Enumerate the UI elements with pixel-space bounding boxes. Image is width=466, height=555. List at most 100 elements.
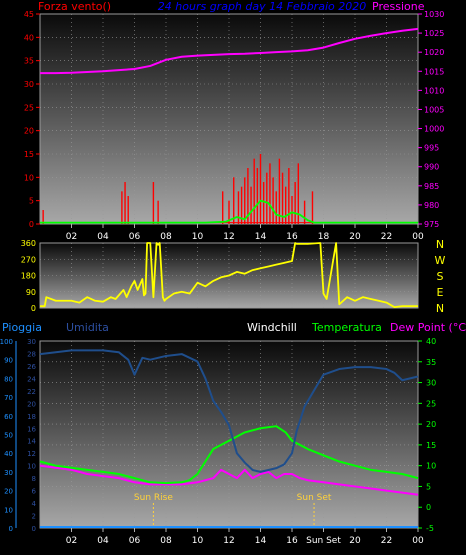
- compass-letter: E: [437, 286, 444, 299]
- humidity-line: [39, 349, 419, 473]
- humidity-tick-label: 30: [27, 338, 36, 346]
- x-tick-label: 04: [97, 232, 109, 242]
- rain-tick-label: 90: [4, 357, 13, 365]
- humidity-tick-label: 14: [27, 438, 36, 446]
- rain-tick-label: 30: [4, 469, 13, 477]
- y-left-tick-label: 15: [24, 150, 34, 159]
- humidity-tick-label: 18: [27, 413, 36, 421]
- temperature-tick-label: 35: [426, 358, 436, 367]
- humidity-tick-label: 26: [27, 363, 36, 371]
- x-tick-label: 16: [286, 232, 298, 242]
- y-right-tick-label: 1025: [424, 29, 444, 38]
- x-tick-label: 06: [129, 232, 141, 242]
- y-left-tick-label: 45: [24, 10, 34, 19]
- panel1-left-label: Forza vento(): [38, 0, 111, 13]
- x-tick-label: Sun Set: [306, 536, 341, 546]
- x-tick-label: 14: [255, 232, 267, 242]
- x-tick-label: 20: [349, 232, 361, 242]
- humidity-tick-label: 28: [27, 350, 36, 358]
- x-tick-label: 12: [223, 536, 234, 546]
- y-right-tick-label: 995: [424, 144, 439, 153]
- humidity-tick-label: 22: [27, 388, 36, 396]
- label-temperature: Temperatura: [311, 321, 382, 334]
- humidity-tick-label: 16: [27, 425, 36, 433]
- temperature-tick-label: -5: [426, 524, 434, 533]
- humidity-tick-label: 20: [27, 400, 36, 408]
- label-humidity: Umidita: [66, 321, 109, 334]
- label-dewpoint: Dew Point (°C): [390, 321, 466, 334]
- x-tick-label: 06: [129, 536, 141, 546]
- humidity-tick-label: 8: [32, 475, 36, 483]
- temperature-line: [39, 425, 419, 485]
- x-tick-label: 20: [349, 536, 361, 546]
- temperature-tick-label: 0: [426, 503, 431, 512]
- x-tick-label: 10: [192, 232, 204, 242]
- y-right-tick-label: 1015: [424, 67, 444, 76]
- y-left-tick-label: 0: [29, 220, 34, 229]
- x-tick-label: 10: [192, 536, 204, 546]
- rain-tick-label: 100: [0, 338, 13, 346]
- y-right-tick-label: 985: [424, 182, 439, 191]
- direction-tick-label: 270: [21, 255, 36, 264]
- compass-letter: N: [436, 238, 444, 251]
- gust-line: [40, 199, 418, 224]
- y-right-tick-label: 1005: [424, 105, 444, 114]
- x-tick-label: 12: [223, 232, 234, 242]
- rain-tick-label: 60: [4, 413, 13, 421]
- x-tick-label: 22: [381, 536, 392, 546]
- rain-tick-label: 50: [4, 432, 13, 440]
- y-left-tick-label: 40: [24, 33, 34, 42]
- temperature-tick-label: 5: [426, 482, 431, 491]
- sunrise-label: Sun Rise: [134, 493, 173, 503]
- y-left-tick-label: 25: [24, 103, 34, 112]
- compass-letter: N: [436, 302, 444, 315]
- y-right-tick-label: 1030: [424, 10, 444, 19]
- x-tick-label: 08: [160, 232, 172, 242]
- y-right-tick-label: 1000: [424, 125, 444, 134]
- y-right-tick-label: 980: [424, 201, 439, 210]
- humidity-tick-label: 12: [27, 450, 36, 458]
- x-tick-label: 14: [255, 536, 267, 546]
- humidity-tick-label: 2: [32, 513, 36, 521]
- humidity-tick-label: 6: [32, 488, 37, 496]
- rain-tick-label: 70: [4, 394, 13, 402]
- dewpoint-line: [39, 464, 419, 496]
- rain-tick-label: 20: [4, 488, 13, 496]
- label-rain: Pioggia: [2, 321, 42, 334]
- direction-tick-label: 180: [21, 272, 36, 281]
- temperature-tick-label: 20: [426, 420, 436, 429]
- rain-tick-label: 40: [4, 450, 13, 458]
- humidity-tick-label: 4: [32, 500, 37, 508]
- panel1-title: 24 hours graph day 14 Febbraio 2020: [158, 0, 366, 13]
- x-tick-label: 02: [66, 232, 77, 242]
- sunset-label: Sun Set: [297, 493, 332, 503]
- temperature-tick-label: 10: [426, 462, 436, 471]
- panel3-plot-area: [39, 340, 419, 529]
- humidity-tick-label: 0: [32, 525, 36, 533]
- compass-letter: W: [435, 254, 446, 267]
- rain-tick-label: 0: [9, 525, 13, 533]
- y-left-tick-label: 20: [24, 127, 34, 136]
- rain-tick-label: 10: [4, 506, 13, 514]
- direction-tick-label: 360: [21, 239, 36, 248]
- x-tick-label: 18: [318, 232, 330, 242]
- y-left-tick-label: 35: [24, 57, 34, 66]
- temperature-tick-label: 15: [426, 441, 436, 450]
- direction-tick-label: 0: [31, 304, 36, 313]
- y-left-tick-label: 30: [24, 80, 34, 89]
- temperature-tick-label: 40: [426, 337, 436, 346]
- x-tick-label: 02: [66, 536, 77, 546]
- x-tick-label: 04: [97, 536, 109, 546]
- label-windchill: Windchill: [247, 321, 297, 334]
- pressure-line: [40, 27, 419, 75]
- x-tick-label: 00: [412, 232, 424, 242]
- x-tick-label: 16: [286, 536, 298, 546]
- temperature-tick-label: 25: [426, 399, 436, 408]
- humidity-tick-label: 24: [27, 375, 36, 383]
- direction-tick-label: 90: [26, 288, 36, 297]
- y-left-tick-label: 10: [24, 173, 34, 182]
- y-right-tick-label: 1010: [424, 86, 444, 95]
- compass-letter: S: [437, 270, 444, 283]
- panel1-right-label: Pressione: [372, 0, 425, 13]
